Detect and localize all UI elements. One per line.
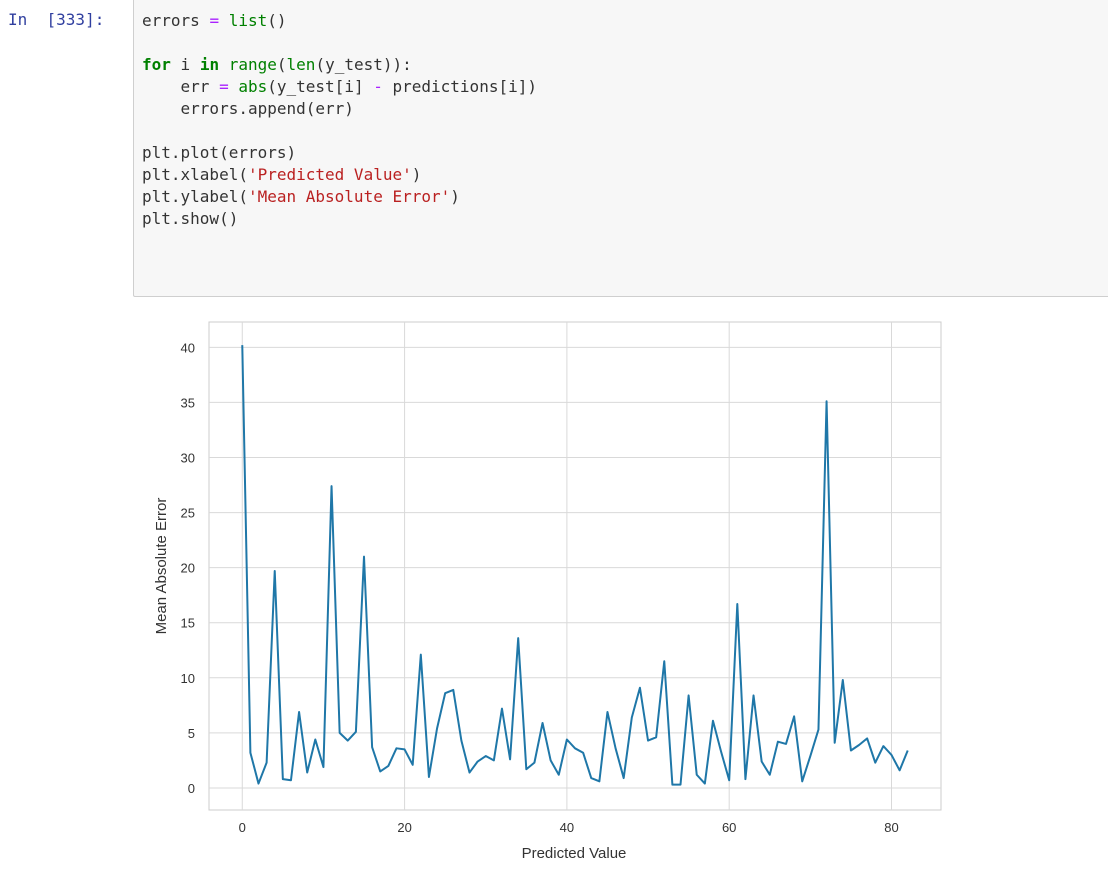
code-token: plt.ylabel( (142, 187, 248, 206)
y-tick-label: 0 (188, 781, 195, 796)
code-line: errors = list() (142, 10, 537, 32)
x-tick-label: 40 (560, 820, 574, 835)
code-editor[interactable]: errors = list() for i in range(len(y_test… (142, 10, 537, 230)
line-chart: 0 20 40 60 80 0 5 10 15 20 25 30 35 40 Predicted Valu… (153, 321, 942, 862)
code-token: range (228, 55, 277, 74)
y-tick-label: 40 (181, 340, 195, 355)
y-tick-label: 25 (181, 506, 195, 521)
code-cell[interactable]: errors = list() for i in range(len(y_test… (133, 0, 1108, 297)
y-tick-label: 15 (181, 616, 195, 631)
x-tick-label: 60 (722, 820, 736, 835)
code-token: ) (450, 187, 460, 206)
code-token: () (267, 11, 287, 30)
input-prompt: In [333]: (8, 10, 105, 29)
code-token: predictions[i]) (382, 77, 537, 96)
code-line: plt.xlabel('Predicted Value') (142, 164, 537, 186)
code-line: plt.plot(errors) (142, 142, 537, 164)
code-token: errors.append(err) (142, 99, 354, 118)
code-token: - (373, 77, 383, 96)
y-axis-label: Mean Absolute Error (153, 498, 170, 635)
code-token: plt.plot(errors) (142, 143, 297, 162)
code-token: plt.show() (142, 209, 239, 228)
code-token: err (142, 77, 220, 96)
y-tick-label: 20 (181, 561, 195, 576)
code-token: plt.xlabel( (142, 165, 248, 184)
x-axis-label: Predicted Value (522, 845, 627, 862)
code-token: in (199, 55, 220, 74)
code-line: err = abs(y_test[i] - predictions[i]) (142, 76, 537, 98)
code-token (219, 11, 229, 30)
code-line (142, 32, 537, 54)
x-tick-label: 0 (239, 820, 246, 835)
tick-labels: 0 20 40 60 80 0 5 10 15 20 25 30 35 40 (181, 340, 899, 835)
code-token: i (170, 55, 200, 74)
code-line: plt.ylabel('Mean Absolute Error') (142, 186, 537, 208)
grid (209, 322, 941, 810)
y-tick-label: 10 (181, 671, 195, 686)
code-token (229, 77, 239, 96)
code-token: = (209, 11, 220, 30)
x-tick-label: 80 (884, 820, 898, 835)
code-token: for (142, 55, 171, 74)
code-token: errors (142, 11, 210, 30)
y-tick-label: 5 (188, 726, 195, 741)
y-tick-label: 30 (181, 450, 195, 465)
code-token: 'Predicted Value' (247, 165, 412, 184)
output-plot: 0 20 40 60 80 0 5 10 15 20 25 30 35 40 Predicted Valu… (0, 300, 1108, 885)
code-token: len (286, 55, 316, 74)
code-token (219, 55, 229, 74)
code-token: 'Mean Absolute Error' (247, 187, 451, 206)
code-line: errors.append(err) (142, 98, 537, 120)
code-token: ) (411, 165, 422, 184)
y-tick-label: 35 (181, 395, 195, 410)
code-line: plt.show() (142, 208, 537, 230)
code-token: ( (276, 55, 287, 74)
code-line (142, 120, 537, 142)
x-tick-label: 20 (397, 820, 411, 835)
code-line: for i in range(len(y_test)): (142, 54, 537, 76)
code-token: (y_test[i] (267, 77, 374, 96)
code-token: list (228, 11, 268, 30)
code-token: (y_test)): (315, 55, 412, 74)
code-token: = (219, 77, 229, 96)
code-token: abs (238, 77, 268, 96)
series-line (241, 345, 909, 786)
